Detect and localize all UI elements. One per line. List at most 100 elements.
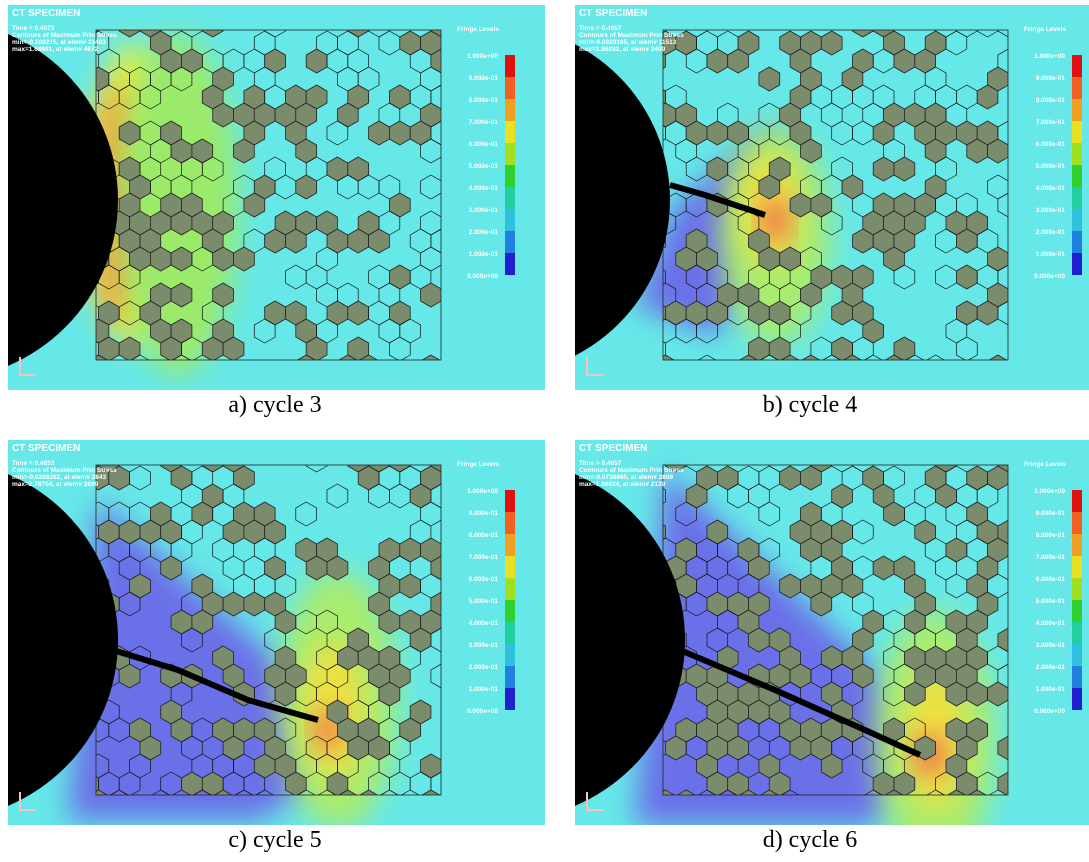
header-max: max=2.78704, at elem# 2699 bbox=[12, 481, 99, 488]
header-time: Time = 0.4657 bbox=[579, 25, 622, 32]
fringe-label: 1.000e+00 bbox=[1034, 488, 1065, 495]
grain-boundary bbox=[820, 210, 843, 236]
grain bbox=[233, 246, 255, 272]
grain bbox=[663, 789, 675, 795]
grain bbox=[801, 354, 821, 360]
grain bbox=[296, 354, 316, 360]
grain bbox=[988, 354, 1008, 360]
fringe-color bbox=[505, 187, 515, 209]
grain bbox=[843, 354, 862, 360]
fringe-color bbox=[1072, 578, 1082, 600]
grain-boundary bbox=[893, 264, 916, 290]
fringe-color bbox=[1072, 490, 1082, 512]
fringe-label: 2.000e-01 bbox=[1036, 664, 1066, 671]
grain-boundary bbox=[852, 336, 874, 360]
grain bbox=[759, 789, 779, 795]
caption: a) cycle 3 bbox=[228, 392, 322, 418]
header-max: max=1.68681, at elem# 4672 bbox=[12, 46, 99, 53]
fringe-color bbox=[505, 644, 515, 666]
header-time: Time = 0.4673 bbox=[12, 25, 55, 32]
fringe-label: 3.000e-01 bbox=[469, 207, 499, 214]
grain bbox=[118, 336, 141, 360]
axis-triad bbox=[586, 792, 603, 811]
hole bbox=[575, 474, 685, 806]
grain-boundary bbox=[997, 48, 1008, 74]
grain bbox=[338, 354, 358, 360]
fringe-label: 9.000e-01 bbox=[1036, 510, 1066, 517]
grain-boundary bbox=[696, 318, 718, 344]
grain-boundary bbox=[852, 519, 874, 545]
fringe-color bbox=[1072, 688, 1082, 710]
header-time: Time = 0.4657 bbox=[579, 460, 622, 467]
grain bbox=[758, 174, 781, 200]
fringe-label: 8.000e-01 bbox=[469, 97, 499, 104]
fringe-title: Fringe Levels bbox=[1024, 26, 1066, 33]
grain bbox=[96, 354, 108, 360]
fringe-color bbox=[505, 622, 515, 644]
axis-triad bbox=[19, 357, 36, 376]
grains bbox=[663, 30, 1008, 360]
grain-boundary bbox=[663, 488, 666, 504]
fringe-label: 0.000e+00 bbox=[1034, 708, 1065, 715]
grain-boundary bbox=[997, 300, 1008, 326]
grain bbox=[893, 336, 916, 360]
fringe-label: 9.000e-01 bbox=[469, 75, 499, 82]
stress-zone bbox=[763, 198, 787, 242]
grain bbox=[118, 663, 141, 689]
fringe-color bbox=[1072, 231, 1082, 253]
fringe-label: 6.000e-01 bbox=[469, 141, 499, 148]
grain bbox=[170, 282, 193, 308]
fringe-label: 6.000e-01 bbox=[469, 576, 499, 583]
grain-boundary bbox=[118, 771, 141, 795]
grain bbox=[946, 789, 966, 795]
grain bbox=[359, 789, 379, 795]
grain bbox=[768, 336, 791, 360]
grain bbox=[997, 519, 1008, 545]
grain bbox=[160, 555, 182, 581]
fringe-color bbox=[1072, 209, 1082, 231]
header-title: CT SPECIMEN bbox=[579, 443, 647, 454]
fringe-label: 8.000e-01 bbox=[1036, 97, 1066, 104]
grain bbox=[727, 771, 749, 795]
fringe-color bbox=[1072, 187, 1082, 209]
grain bbox=[739, 354, 758, 360]
header-max: max=1.86032, at elem# 3409 bbox=[579, 46, 666, 53]
grain bbox=[420, 282, 441, 308]
header-min: min=-0.0738665, at elem# 2899 bbox=[579, 474, 674, 481]
grain-boundary bbox=[430, 663, 441, 689]
grain-boundary bbox=[305, 465, 328, 473]
fringe-color bbox=[505, 666, 515, 688]
caption: c) cycle 5 bbox=[228, 827, 322, 853]
grain-boundary bbox=[420, 138, 441, 164]
fringe-label: 8.000e-01 bbox=[1036, 532, 1066, 539]
fringe-label: 6.000e-01 bbox=[1036, 576, 1066, 583]
fringe-color bbox=[1072, 666, 1082, 688]
header-min: min=-0.0929165, at elem# 11513 bbox=[579, 39, 677, 46]
fringe-label: 2.000e-01 bbox=[1036, 229, 1066, 236]
fringe-color bbox=[505, 143, 515, 165]
grains bbox=[96, 30, 441, 360]
grain-boundary bbox=[139, 84, 162, 110]
fringe-color bbox=[1072, 143, 1082, 165]
grain bbox=[884, 354, 904, 360]
fringe-color bbox=[505, 55, 515, 77]
grain bbox=[430, 591, 441, 617]
grain bbox=[368, 228, 390, 254]
grain-boundary bbox=[430, 483, 441, 509]
fringe-label: 9.000e-01 bbox=[1036, 75, 1066, 82]
fringe-color bbox=[505, 512, 515, 534]
fringe-label: 7.000e-01 bbox=[1036, 119, 1066, 126]
fringe-label: 7.000e-01 bbox=[469, 119, 499, 126]
grain bbox=[326, 555, 349, 581]
hole bbox=[8, 474, 118, 806]
hole bbox=[8, 34, 118, 366]
fringe-color bbox=[505, 534, 515, 556]
grain-boundary bbox=[997, 192, 1008, 218]
grain bbox=[421, 789, 441, 795]
grain bbox=[285, 228, 307, 254]
grain-boundary bbox=[389, 336, 411, 360]
fringe-color bbox=[1072, 622, 1082, 644]
header-title: CT SPECIMEN bbox=[579, 8, 647, 19]
fringe-label: 7.000e-01 bbox=[1036, 554, 1066, 561]
